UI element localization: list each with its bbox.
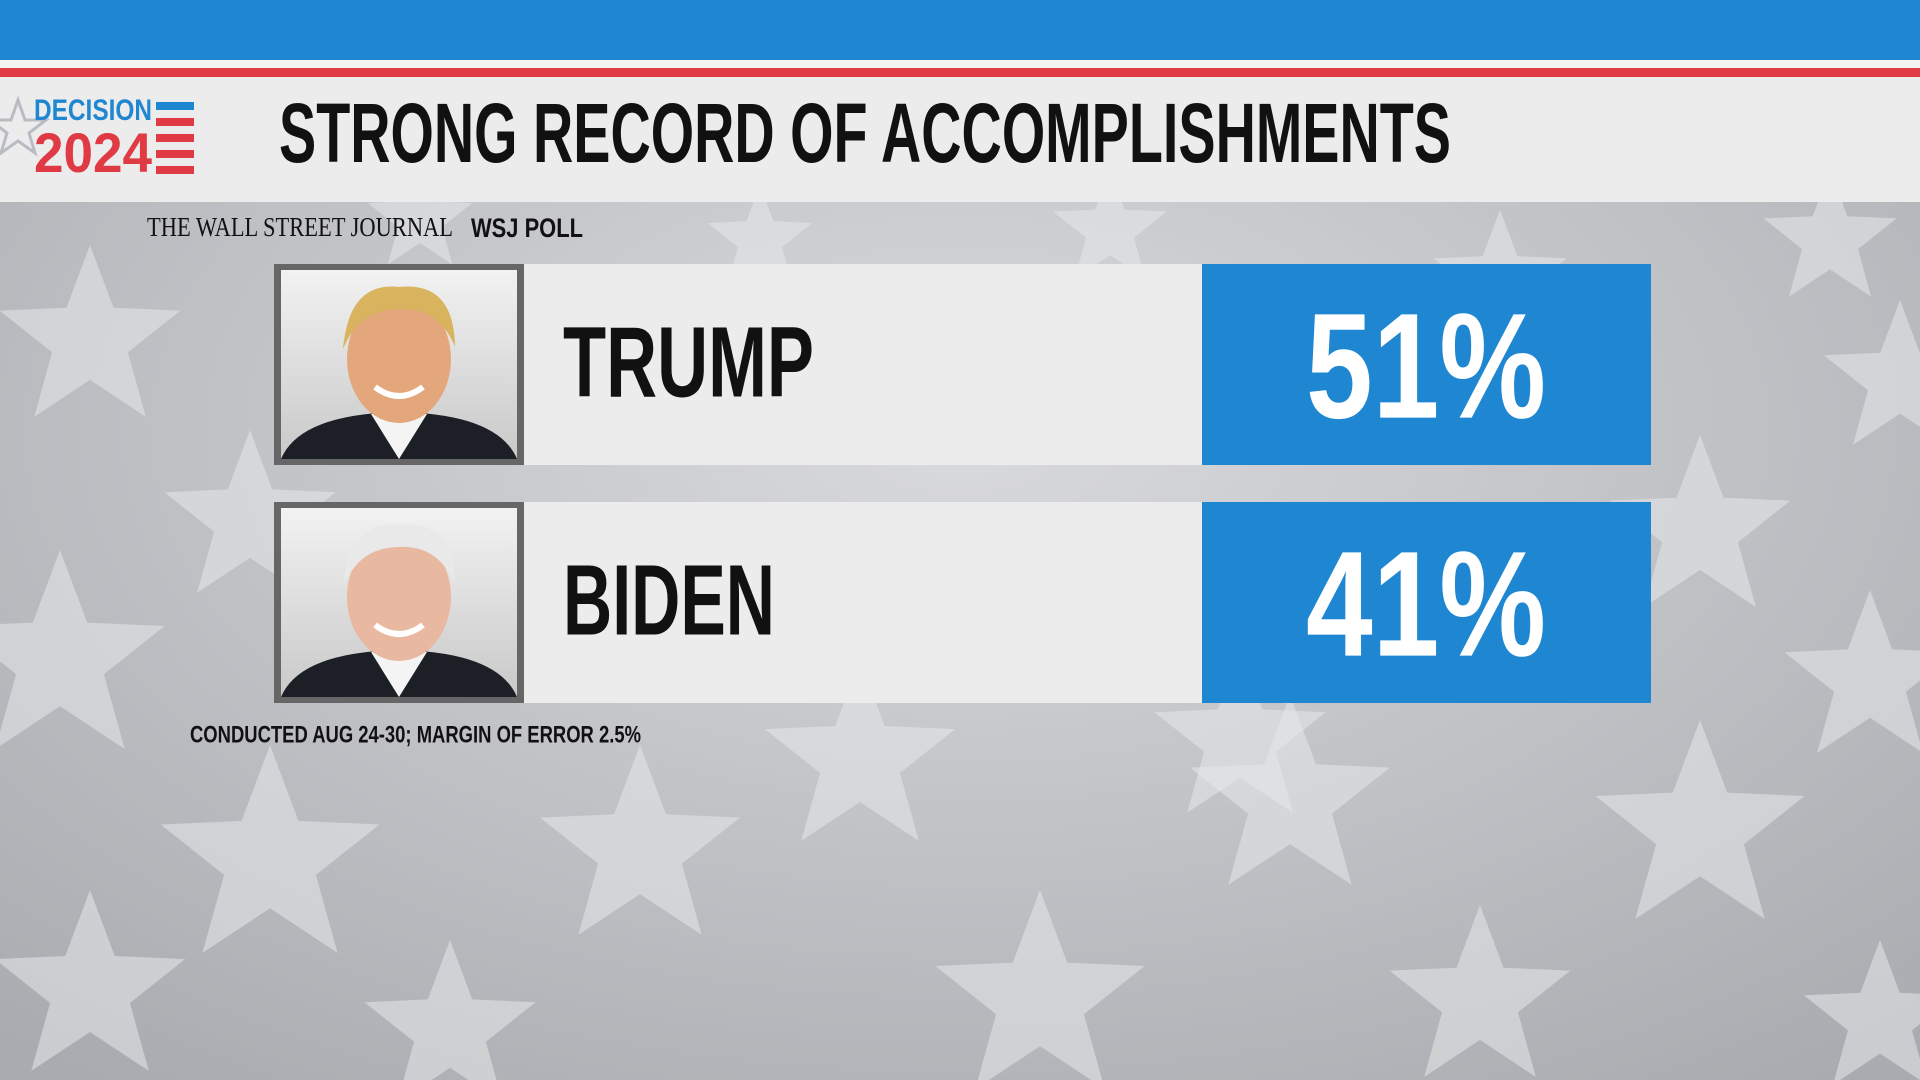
photo-face [347,295,451,423]
result-row: BIDEN 41% [274,502,1651,703]
background-star [1154,650,1326,813]
photo-hair [343,286,455,349]
stripe-white [0,60,1920,68]
background-star [1803,940,1920,1080]
photo-shirt [371,414,427,459]
background-star [1609,435,1791,607]
candidate-name: TRUMP [563,306,814,418]
photo-shirt [371,652,427,697]
name-panel [524,264,1202,465]
logo-flag-stripe [156,118,194,126]
logo-line2: 2024 [34,121,152,184]
logo-star [0,95,51,157]
star-pattern [0,165,1920,1080]
background-star [1190,695,1390,885]
result-row: TRUMP 51% [274,264,1651,465]
photo-face [347,533,451,661]
background-star [1784,590,1920,753]
background-star [364,940,536,1080]
background-star [707,185,813,285]
background-star [1823,300,1920,445]
logo-flag-stripe [156,150,194,158]
source-publication: THE WALL STREET JOURNAL [147,212,453,242]
top-band [0,0,1920,60]
value-panel [1202,502,1651,703]
candidate-value: 41% [1306,520,1546,688]
background-star [1595,720,1805,919]
background-star [0,245,181,417]
background-star [164,430,336,593]
photo-smile [373,384,425,399]
candidate-name: BIDEN [563,544,775,656]
logo-flag-stripe [156,102,194,110]
background-star [367,165,473,265]
background-star [935,890,1145,1080]
header-band [0,77,1920,202]
logo: DECISION 2024 [0,94,194,184]
logo-flag-stripe [156,134,194,142]
background-star [0,890,186,1071]
logo-flag-stripe [156,166,194,174]
logo-line1: DECISION [34,94,152,127]
background-star [1052,170,1168,279]
photo-hair [343,524,455,587]
background-star [540,745,740,935]
background-star [764,660,956,841]
title: STRONG RECORD OF ACCOMPLISHMENTS [279,86,1451,180]
stripe-red [0,68,1920,77]
background-star [1763,170,1897,297]
source-label: WSJ POLL [471,213,583,243]
results: TRUMP 51% BIDEN 41% [274,264,1651,703]
footnote: CONDUCTED AUG 24-30; MARGIN OF ERROR 2.5… [190,721,641,748]
background-star [160,745,380,953]
background-star [0,550,165,749]
background-star [1389,905,1571,1077]
name-panel [524,502,1202,703]
photo-smile [373,622,425,637]
value-panel [1202,264,1651,465]
candidate-value: 51% [1306,282,1546,450]
